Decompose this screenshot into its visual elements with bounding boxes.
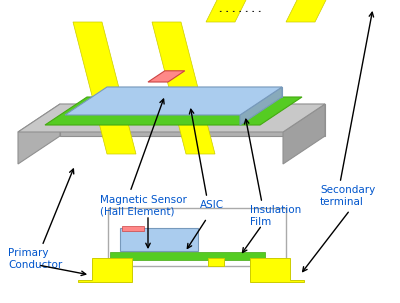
- Polygon shape: [206, 0, 248, 22]
- Bar: [108, 208, 286, 266]
- Text: ASIC: ASIC: [200, 200, 224, 210]
- Polygon shape: [73, 22, 136, 154]
- Text: Secondary
terminal: Secondary terminal: [320, 185, 375, 207]
- Polygon shape: [148, 71, 185, 82]
- Bar: [120, 228, 198, 251]
- Text: . . . . . . .: . . . . . . .: [219, 5, 261, 15]
- Polygon shape: [60, 104, 325, 136]
- Polygon shape: [45, 97, 302, 125]
- Polygon shape: [283, 104, 325, 164]
- Polygon shape: [286, 0, 328, 22]
- Polygon shape: [240, 87, 282, 125]
- Text: Insulation
Film: Insulation Film: [250, 205, 301, 227]
- Bar: [122, 226, 144, 231]
- Polygon shape: [250, 258, 304, 282]
- Text: Primary
Conductor: Primary Conductor: [8, 248, 62, 270]
- Polygon shape: [18, 104, 325, 132]
- Polygon shape: [65, 87, 282, 115]
- Text: Magnetic Sensor
(Hall Element): Magnetic Sensor (Hall Element): [100, 195, 187, 217]
- Polygon shape: [107, 87, 282, 97]
- Polygon shape: [18, 104, 60, 164]
- Polygon shape: [78, 258, 132, 282]
- Bar: [208, 258, 224, 266]
- Bar: [110, 252, 265, 260]
- Polygon shape: [152, 22, 215, 154]
